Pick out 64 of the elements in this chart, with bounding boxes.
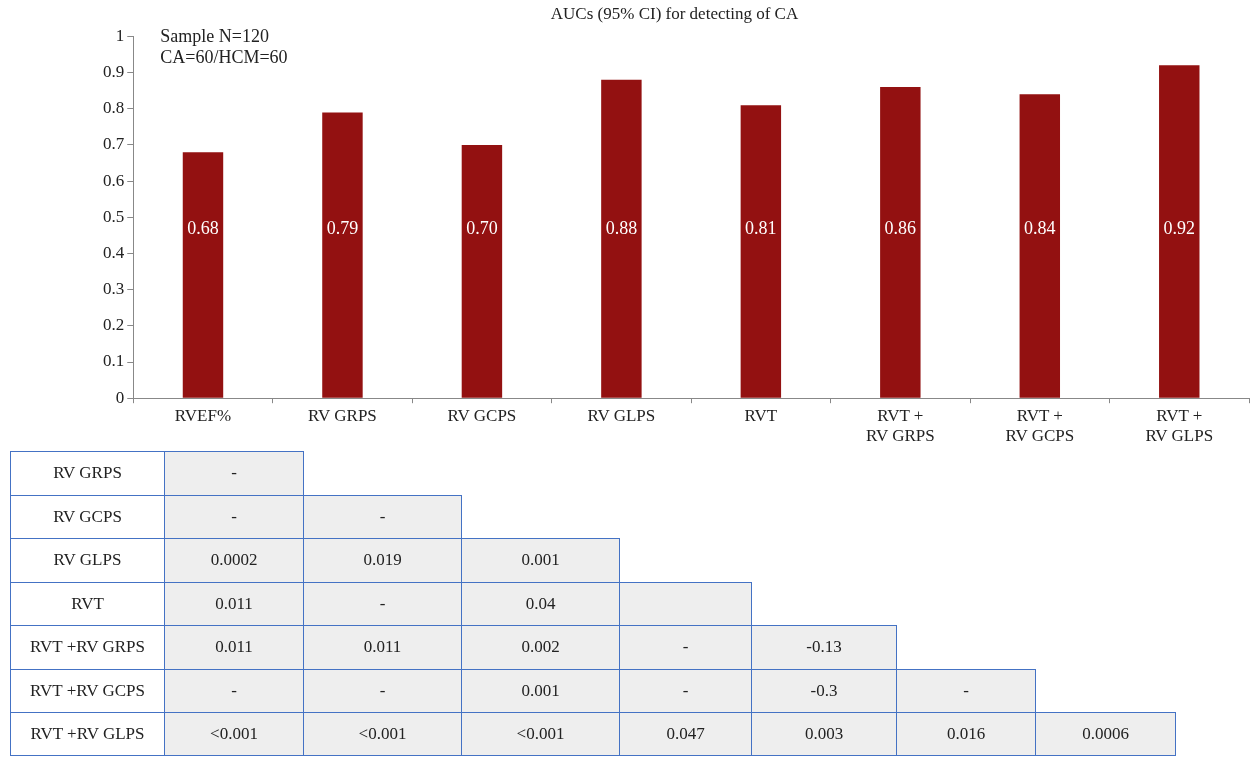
data-label: 0.79: [326, 218, 359, 239]
data-label: 0.86: [884, 218, 917, 239]
text: -: [379, 680, 386, 700]
y-tick-label: 0.8: [103, 98, 125, 118]
text: 0.0002: [210, 550, 258, 570]
text: 0.04: [525, 593, 556, 613]
y-tick-label: 0.5: [103, 206, 125, 226]
y-tick-label: RVT +RV GLPS: [10, 712, 165, 756]
text: 0.0006: [1082, 723, 1129, 743]
x-tick-label: RVT: [744, 405, 778, 425]
y-tick-label: 0.2: [103, 315, 125, 335]
y-tick-label: 0.7: [103, 134, 125, 154]
chart-title: AUCs (95% CI) for detecting of CA: [550, 3, 799, 23]
y-tick-label: 0.1: [103, 351, 125, 371]
text: 0.011: [215, 637, 253, 657]
text: 0.011: [215, 593, 253, 613]
text: 0.016: [946, 723, 986, 743]
data-label: 0.70: [466, 218, 498, 239]
x-tick-label: RVEF%: [174, 405, 232, 425]
y-tick-label: RVT: [10, 581, 165, 625]
y-tick-label: RVT +RV GRPS: [10, 625, 165, 669]
x-tick-label: RVT + RV GRPS: [865, 405, 935, 446]
x-tick-label: RV GCPS: [447, 405, 517, 425]
text: <0.001: [516, 723, 565, 743]
annotation: Sample N=120: [160, 26, 269, 47]
y-tick-label: 0.6: [103, 170, 125, 190]
text: 0.001: [521, 680, 560, 700]
text: -: [682, 680, 689, 700]
text: -0.3: [810, 680, 838, 700]
text: -: [379, 506, 386, 526]
text: -: [682, 637, 689, 657]
y-tick-label: 1: [115, 25, 125, 45]
data-label: 0.84: [1024, 218, 1056, 239]
text: 0.047: [666, 723, 705, 743]
text: 0.019: [363, 550, 402, 570]
text: 0.001: [521, 550, 560, 570]
y-tick-label: 0.3: [103, 279, 125, 299]
y-tick-label: 0: [115, 387, 125, 407]
text: <0.001: [210, 723, 258, 743]
x-tick-label: RVT + RV GLPS: [1145, 405, 1214, 446]
x-tick-label: RV GRPS: [308, 405, 377, 425]
y-tick-label: 0.4: [103, 242, 125, 262]
text: -: [379, 593, 386, 613]
y-tick-label: RVT +RV GCPS: [10, 668, 165, 712]
x-tick-label: RV GLPS: [587, 405, 656, 425]
text: -: [231, 680, 237, 700]
text: -: [231, 506, 237, 526]
x-tick-label: RVT + RV GCPS: [1005, 405, 1075, 446]
y-tick-label: RV GLPS: [10, 538, 165, 582]
text: 0.003: [804, 723, 844, 743]
text: -: [231, 463, 237, 483]
data-label: 0.92: [1163, 218, 1196, 239]
text: 0.011: [363, 637, 402, 657]
annotation: CA=60/HCM=60: [160, 47, 288, 68]
y-tick-label: RV GCPS: [10, 494, 165, 538]
text: 0.002: [521, 637, 560, 657]
y-tick-label: 0.9: [103, 62, 125, 82]
text: -0.13: [806, 637, 842, 657]
y-tick-label: RV GRPS: [10, 451, 165, 495]
data-label: 0.81: [745, 218, 777, 239]
data-label: 0.68: [187, 218, 219, 239]
text: <0.001: [358, 723, 407, 743]
data-label: 0.88: [605, 218, 638, 239]
text: -: [963, 680, 969, 700]
